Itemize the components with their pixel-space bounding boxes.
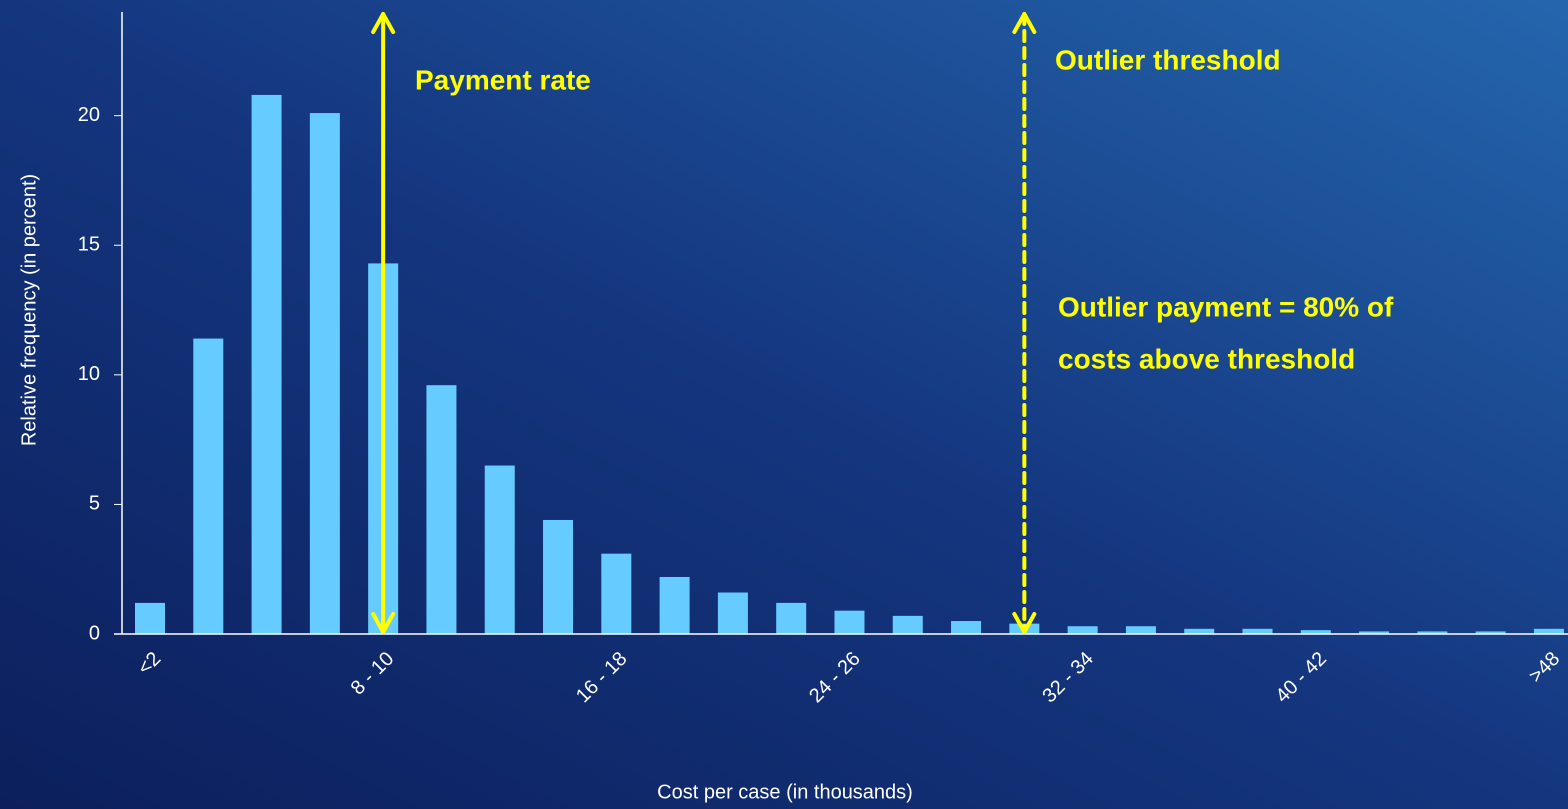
y-axis-label: Relative frequency (in percent) bbox=[18, 174, 40, 446]
bar bbox=[834, 610, 865, 634]
bar bbox=[1067, 626, 1098, 634]
bar bbox=[717, 592, 748, 634]
bar bbox=[1359, 631, 1390, 634]
bar bbox=[426, 385, 457, 634]
bar bbox=[1184, 628, 1215, 634]
y-tick-label: 15 bbox=[78, 234, 100, 256]
payment-rate-label: Payment rate bbox=[415, 64, 591, 95]
y-tick-label: 20 bbox=[78, 104, 100, 126]
bar bbox=[309, 113, 340, 634]
payment-rate-arrow-head bbox=[371, 12, 396, 34]
bar bbox=[1300, 630, 1331, 634]
bar bbox=[484, 465, 515, 634]
bar bbox=[1242, 628, 1273, 634]
y-tick-label: 10 bbox=[78, 363, 100, 385]
bar bbox=[659, 576, 690, 634]
outlier-threshold-arrow-head bbox=[1012, 612, 1037, 634]
bar bbox=[951, 621, 982, 634]
y-tick-label: 0 bbox=[89, 622, 100, 644]
outlier-threshold-arrow-head bbox=[1012, 12, 1037, 34]
bar bbox=[776, 602, 807, 634]
y-tick-label: 5 bbox=[89, 493, 100, 515]
bar bbox=[543, 519, 574, 634]
note-line: costs above threshold bbox=[1058, 343, 1355, 374]
bar bbox=[1125, 626, 1156, 634]
bar bbox=[193, 338, 224, 634]
bar bbox=[251, 94, 282, 634]
note-line: Outlier payment = 80% of bbox=[1058, 291, 1394, 322]
bar bbox=[892, 615, 923, 634]
bar bbox=[601, 553, 632, 634]
outlier-threshold-label: Outlier threshold bbox=[1055, 44, 1281, 75]
bar bbox=[1475, 631, 1506, 634]
bar bbox=[135, 602, 165, 634]
bar bbox=[1533, 628, 1564, 634]
payment-rate-arrow-head bbox=[371, 612, 396, 634]
bar bbox=[1417, 631, 1448, 634]
x-axis-label: Cost per case (in thousands) bbox=[657, 781, 913, 803]
